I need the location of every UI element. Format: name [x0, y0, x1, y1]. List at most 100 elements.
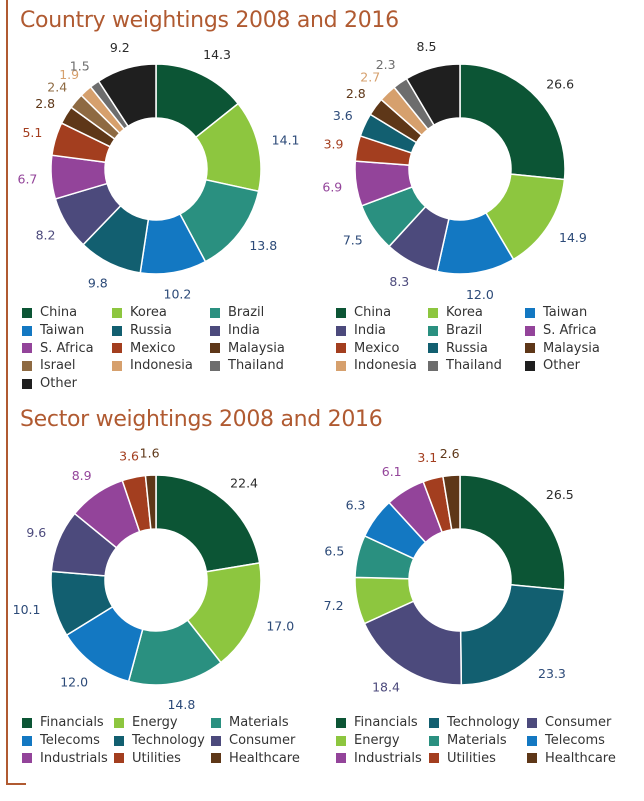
legend-item-malaysia: Malaysia	[210, 339, 322, 357]
legend-label: S. Africa	[40, 340, 94, 356]
legend-swatch	[336, 307, 346, 318]
legend-label: China	[354, 305, 392, 321]
legend-label: Financials	[354, 715, 418, 731]
legend-label: Technology	[132, 733, 205, 749]
value-label-india: 8.3	[389, 274, 409, 289]
legend-swatch	[22, 325, 32, 336]
legend-label: Telecoms	[40, 733, 100, 749]
legend-label: Consumer	[229, 733, 296, 749]
value-label-malaysia: 2.8	[35, 96, 55, 111]
value-label-mexico: 5.1	[22, 125, 42, 140]
value-label-industrials: 6.1	[382, 464, 402, 479]
legend-label: Utilities	[132, 750, 181, 766]
legend-label: S. Africa	[543, 323, 597, 339]
value-label-materials: 6.5	[324, 544, 344, 559]
legend-item-korea: Korea	[428, 304, 525, 322]
legend-swatch	[428, 325, 438, 336]
legend-item-other: Other	[525, 357, 625, 375]
slice-financials	[155, 474, 261, 573]
legend-label: Industrials	[354, 750, 422, 766]
value-label-indonesia: 2.7	[360, 70, 380, 85]
legend-item-china: China	[336, 304, 428, 322]
legend-label: Energy	[354, 733, 400, 749]
legend-item-technology: Technology	[114, 732, 211, 750]
value-label-brazil: 13.8	[249, 238, 277, 253]
legend-swatch	[428, 360, 438, 371]
value-label-healthcare: 2.6	[440, 446, 460, 461]
legend-label: Taiwan	[40, 323, 85, 339]
legend-item-energy: Energy	[114, 714, 211, 732]
legend-label: Indonesia	[130, 358, 193, 374]
legend-label: China	[40, 305, 78, 321]
legend-item-indonesia: Indonesia	[336, 357, 428, 375]
legend-swatch	[336, 753, 346, 764]
legend-swatch	[210, 360, 220, 371]
value-label-energy: 7.2	[324, 598, 344, 613]
legend-label: Thailand	[228, 358, 284, 374]
legend-label: Thailand	[446, 358, 502, 374]
legend-swatch	[112, 343, 122, 354]
frame-line	[6, 0, 8, 785]
legend-swatch	[22, 378, 32, 389]
legend-label: Healthcare	[545, 750, 616, 766]
legend-swatch	[525, 325, 535, 336]
legend-item-mexico: Mexico	[112, 339, 210, 357]
sector-legend-2008: Financials Energy Materials Telecoms Technol…	[22, 714, 331, 767]
value-label-s-africa: 6.7	[18, 171, 38, 186]
slice-other	[97, 63, 157, 128]
legend-label: Materials	[447, 733, 507, 749]
legend-swatch	[211, 753, 221, 764]
value-label-india: 8.2	[36, 228, 56, 243]
legend-swatch	[211, 717, 221, 728]
legend-swatch	[114, 717, 124, 728]
country-section-title: Country weightings 2008 and 2016	[20, 8, 399, 33]
legend-label: Brazil	[446, 323, 483, 339]
legend-label: Healthcare	[229, 750, 300, 766]
legend-label: Financials	[40, 715, 104, 731]
legend-swatch	[112, 325, 122, 336]
value-label-energy: 17.0	[266, 619, 294, 634]
legend-item-taiwan: Taiwan	[525, 304, 625, 322]
legend-label: India	[354, 323, 386, 339]
legend-item-malaysia: Malaysia	[525, 339, 625, 357]
legend-label: Israel	[40, 358, 76, 374]
legend-swatch	[210, 307, 220, 318]
legend-label: Other	[40, 376, 77, 392]
slice-technology	[459, 583, 566, 686]
value-label-russia: 3.6	[333, 108, 353, 123]
legend-swatch	[336, 343, 346, 354]
value-label-consumer: 18.4	[372, 680, 400, 695]
legend-label: Telecoms	[545, 733, 605, 749]
value-label-technology: 23.3	[538, 666, 566, 681]
value-label-telecoms: 12.0	[60, 674, 88, 689]
legend-label: Utilities	[447, 750, 496, 766]
legend-swatch	[527, 735, 537, 746]
legend-item-thailand: Thailand	[210, 357, 322, 375]
legend-swatch	[210, 325, 220, 336]
legend-label: Malaysia	[543, 340, 600, 356]
legend-item-industrials: Industrials	[336, 749, 429, 767]
legend-label: Materials	[229, 715, 289, 731]
legend-label: Mexico	[354, 340, 400, 356]
legend-label: Industrials	[40, 750, 108, 766]
legend-label: Korea	[446, 305, 483, 321]
sector-legend-2016: Financials Technology Consumer Energy Materi…	[336, 714, 627, 767]
value-label-utilities: 3.1	[417, 450, 437, 465]
legend-label: Mexico	[130, 340, 176, 356]
legend-item-taiwan: Taiwan	[22, 322, 112, 340]
value-label-telecoms: 6.3	[346, 498, 366, 513]
legend-swatch	[428, 343, 438, 354]
legend-swatch	[429, 735, 439, 746]
legend-item-industrials: Industrials	[22, 749, 114, 767]
legend-item-brazil: Brazil	[210, 304, 322, 322]
legend-label: Technology	[447, 715, 520, 731]
legend-swatch	[114, 753, 124, 764]
legend-swatch	[428, 307, 438, 318]
value-label-other: 8.5	[417, 39, 437, 54]
legend-item-india: India	[210, 322, 322, 340]
value-label-thailand: 1.5	[70, 59, 90, 74]
legend-swatch	[525, 307, 535, 318]
legend-item-healthcare: Healthcare	[211, 749, 331, 767]
